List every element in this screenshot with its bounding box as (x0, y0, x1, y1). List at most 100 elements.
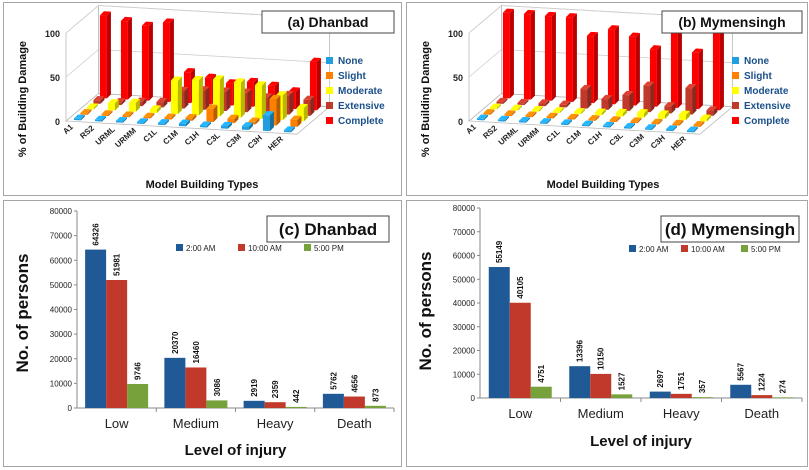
data-label: 2359 (271, 380, 280, 398)
legend-swatch-moderate (732, 87, 739, 94)
gridline (98, 49, 330, 64)
bar-slight-c3h (672, 123, 680, 126)
legend-label-moderate: Moderate (744, 86, 789, 97)
bar-top-face (128, 98, 140, 103)
bar-side-face (290, 126, 295, 133)
bar-complete-rs2 (523, 13, 531, 100)
bar-side-face (226, 87, 231, 112)
bar-top-face (157, 119, 169, 124)
bar-top-face (170, 76, 182, 81)
data-label: 274 (779, 379, 788, 393)
bar-top-face (101, 110, 113, 115)
bar-top-face (601, 94, 613, 100)
bar-1000am-low (106, 279, 128, 408)
bar-top-face (206, 104, 218, 109)
bar-top-face (580, 84, 592, 90)
data-label: 2919 (250, 378, 259, 396)
bar-side-face (635, 32, 640, 106)
plot-area (477, 207, 802, 399)
bar-side-face (524, 99, 529, 106)
panel-b-mymensingh-damage: 0 50 100 A1 RS2 URML URMM C1L C1M C1H C3L C3M C3H HER… (406, 2, 808, 196)
bar-side-face (261, 81, 266, 119)
bar-side-face (713, 106, 718, 116)
bar-complete-c1h (628, 36, 636, 106)
legend-label-0: 2:00 AM (186, 244, 216, 253)
bar-side-face (496, 103, 501, 110)
x-tick-label: Heavy (257, 416, 294, 431)
bar-none-c3m (644, 128, 652, 130)
legend-label-moderate: Moderate (338, 86, 383, 97)
bar-top-face (539, 118, 551, 123)
legend-label-2: 5:00 PM (314, 244, 344, 253)
y-tick-label: 10000 (453, 370, 476, 379)
bar-top-face (630, 117, 642, 122)
bar-top-face (122, 111, 134, 116)
legend-swatch-extensive (326, 102, 333, 109)
bar-500pm-heavy (691, 397, 713, 398)
bar-side-face (532, 111, 537, 118)
bar-side-face (177, 76, 182, 115)
bar-side-face (671, 102, 676, 114)
legend-swatch-1 (681, 245, 688, 252)
x-tick-label: C1M (161, 128, 180, 146)
bar-side-face (100, 96, 105, 104)
data-label: 64326 (92, 223, 101, 246)
data-label: 5567 (737, 362, 746, 380)
bar-top-face (531, 105, 543, 111)
bar-none-her (283, 130, 291, 133)
x-tick-label: URMM (113, 126, 138, 150)
bar-top-face (296, 103, 308, 109)
bar-top-face (699, 114, 711, 119)
bar-top-face (496, 97, 508, 103)
bar-top-face (623, 122, 635, 128)
bar-top-face (204, 73, 216, 78)
bar-side-face (156, 105, 161, 113)
bar-side-face (297, 115, 302, 127)
bar-moderate-rs2 (107, 103, 115, 111)
bar-side-face (651, 124, 656, 130)
bar-side-face (553, 112, 558, 119)
title-box (266, 215, 390, 243)
bar-top-face (143, 112, 155, 117)
bar-none-c3m (241, 126, 249, 130)
bar-500pm-medium (611, 394, 633, 398)
x-tick-label: C3M (627, 132, 646, 150)
bar-side-face (483, 114, 488, 121)
bar-slight-c3m (651, 122, 659, 125)
y-tick-label: 40000 (50, 306, 73, 315)
bar-side-face (658, 118, 663, 125)
bar-top-face (227, 114, 239, 119)
bar-extensive-urmm (559, 104, 567, 108)
y-tick-label: 100 (45, 29, 60, 39)
x-axis-title: Level of injury (185, 442, 287, 459)
bar-top-face (649, 45, 661, 50)
bar-none-urml (518, 120, 526, 123)
bar-side-face (572, 13, 577, 102)
bar-top-face (502, 8, 514, 14)
bar-side-face (206, 121, 211, 128)
bar-complete-c1m (607, 29, 615, 105)
legend-swatch-complete (732, 117, 739, 124)
bar-side-face (247, 88, 252, 113)
bar-side-face (588, 120, 593, 127)
y-axis-title: % of Building Damage (17, 41, 29, 157)
x-tick-label: C3L (205, 131, 222, 148)
x-tick-label: Low (105, 416, 129, 431)
bar-none-c3h (262, 114, 270, 132)
x-tick-label: Low (508, 406, 532, 421)
bar-top-face (262, 110, 274, 116)
bar-top-face (609, 116, 621, 121)
bar-complete-her (712, 29, 720, 111)
data-label: 16460 (192, 341, 201, 364)
data-label: 1224 (758, 373, 767, 391)
data-label: 4751 (537, 364, 546, 382)
x-tick-label: C1M (564, 128, 583, 146)
bar-top-face (586, 31, 598, 37)
gridline (468, 49, 502, 78)
bar-side-face (316, 57, 321, 111)
chart-title: (b) Mymensingh (678, 14, 785, 30)
legend-swatch-none (326, 57, 333, 64)
data-label: 442 (292, 389, 301, 403)
bar-slight-rs2 (504, 114, 512, 117)
bar-none-urmm (539, 122, 547, 124)
